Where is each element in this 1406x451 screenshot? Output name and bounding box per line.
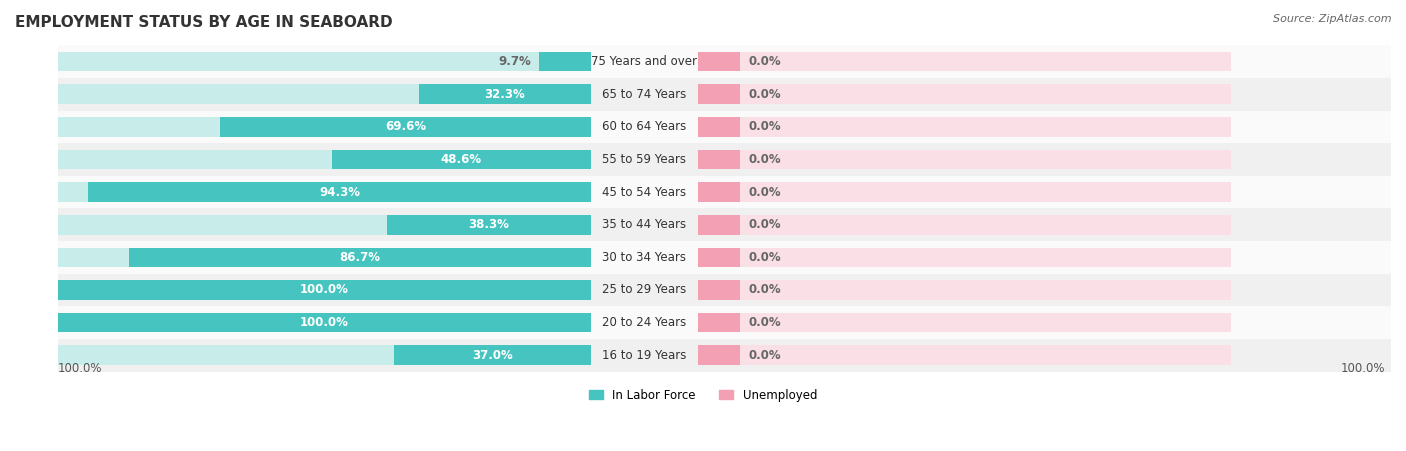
Bar [58, 110, 1391, 143]
Text: 100.0%: 100.0% [58, 362, 103, 375]
Text: EMPLOYMENT STATUS BY AGE IN SEABOARD: EMPLOYMENT STATUS BY AGE IN SEABOARD [15, 15, 392, 30]
Bar [58, 241, 1391, 274]
Bar [697, 248, 741, 267]
Text: 32.3%: 32.3% [485, 88, 526, 101]
Bar [697, 313, 741, 332]
Text: 16 to 19 Years: 16 to 19 Years [602, 349, 686, 362]
Text: 0.0%: 0.0% [748, 55, 780, 68]
Text: 20 to 24 Years: 20 to 24 Years [602, 316, 686, 329]
Bar [58, 143, 1391, 176]
Text: 45 to 54 Years: 45 to 54 Years [602, 186, 686, 198]
Text: 65 to 74 Years: 65 to 74 Years [602, 88, 686, 101]
Bar [58, 274, 1391, 306]
Bar [697, 280, 741, 300]
Bar [58, 280, 591, 300]
Bar [387, 215, 591, 235]
Bar [58, 208, 1391, 241]
Bar [58, 182, 591, 202]
Text: 100.0%: 100.0% [1341, 362, 1386, 375]
Text: 60 to 64 Years: 60 to 64 Years [602, 120, 686, 133]
Text: 0.0%: 0.0% [748, 251, 780, 264]
Bar [89, 182, 591, 202]
Text: 48.6%: 48.6% [441, 153, 482, 166]
Text: 94.3%: 94.3% [319, 186, 360, 198]
Bar [394, 345, 591, 365]
Bar [58, 176, 1391, 208]
Bar [58, 339, 1391, 372]
Bar [58, 306, 1391, 339]
Legend: In Labor Force, Unemployed: In Labor Force, Unemployed [583, 384, 823, 407]
Bar [58, 248, 591, 267]
Text: 9.7%: 9.7% [499, 55, 531, 68]
Bar [697, 150, 1232, 169]
Text: 0.0%: 0.0% [748, 88, 780, 101]
Bar [697, 280, 1232, 300]
Bar [697, 182, 1232, 202]
Bar [697, 117, 741, 137]
Bar [697, 52, 1232, 71]
Bar [58, 313, 591, 332]
Text: 100.0%: 100.0% [299, 316, 349, 329]
Text: 0.0%: 0.0% [748, 186, 780, 198]
Bar [419, 84, 591, 104]
Bar [58, 78, 1391, 110]
Bar [697, 84, 1232, 104]
Text: 75 Years and over: 75 Years and over [592, 55, 697, 68]
Bar [58, 117, 591, 137]
Bar [697, 117, 1232, 137]
Bar [697, 84, 741, 104]
Bar [697, 150, 741, 169]
Bar [697, 215, 1232, 235]
Bar [128, 248, 591, 267]
Bar [58, 45, 1391, 78]
Bar [58, 84, 591, 104]
Bar [697, 182, 741, 202]
Text: 0.0%: 0.0% [748, 120, 780, 133]
Bar [697, 345, 1232, 365]
Text: 30 to 34 Years: 30 to 34 Years [602, 251, 686, 264]
Bar [697, 313, 1232, 332]
Bar [697, 215, 741, 235]
Text: 0.0%: 0.0% [748, 218, 780, 231]
Text: 55 to 59 Years: 55 to 59 Years [602, 153, 686, 166]
Bar [58, 313, 591, 332]
Bar [58, 280, 591, 300]
Text: 38.3%: 38.3% [468, 218, 509, 231]
Text: 37.0%: 37.0% [472, 349, 513, 362]
Text: 86.7%: 86.7% [339, 251, 380, 264]
Text: 0.0%: 0.0% [748, 153, 780, 166]
Bar [540, 52, 591, 71]
Bar [219, 117, 591, 137]
Text: 100.0%: 100.0% [299, 284, 349, 296]
Bar [697, 345, 741, 365]
Bar [697, 248, 1232, 267]
Text: 0.0%: 0.0% [748, 316, 780, 329]
Bar [58, 150, 591, 169]
Text: 25 to 29 Years: 25 to 29 Years [602, 284, 686, 296]
Text: 69.6%: 69.6% [385, 120, 426, 133]
Bar [332, 150, 591, 169]
Text: Source: ZipAtlas.com: Source: ZipAtlas.com [1274, 14, 1392, 23]
Text: 35 to 44 Years: 35 to 44 Years [602, 218, 686, 231]
Bar [58, 345, 591, 365]
Bar [58, 215, 591, 235]
Text: 0.0%: 0.0% [748, 284, 780, 296]
Bar [697, 52, 741, 71]
Text: 0.0%: 0.0% [748, 349, 780, 362]
Bar [58, 52, 591, 71]
